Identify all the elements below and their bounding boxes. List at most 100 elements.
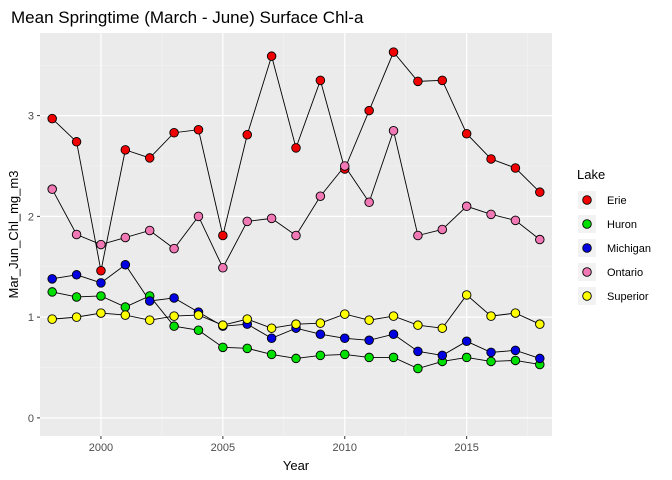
point-huron-2017: [510, 355, 521, 366]
point-michigan-1999: [71, 270, 82, 280]
legend-label-ontario: Ontario: [607, 267, 643, 279]
legend-label-huron: Huron: [607, 219, 637, 231]
point-superior-2008: [291, 319, 301, 329]
point-erie-2013: [413, 76, 423, 87]
axis-ticks: 2000 2005 2010 2015 0 1 2 3: [28, 111, 479, 454]
point-ontario-2015: [461, 201, 472, 212]
point-michigan-1998: [47, 274, 57, 284]
legend-key-huron-marker: [582, 219, 592, 229]
point-michigan-2017: [510, 345, 521, 356]
point-erie-2008: [291, 143, 301, 153]
legend-item-michigan: Michigan: [578, 239, 651, 257]
point-superior-2002: [144, 315, 155, 325]
point-erie-2017: [510, 163, 521, 173]
legend-title: Lake: [577, 167, 605, 182]
x-axis-title: Year: [283, 458, 310, 473]
point-huron-2008: [291, 353, 301, 364]
legend-item-erie: Erie: [578, 191, 627, 209]
point-superior-2011: [364, 315, 374, 325]
legend-key-michigan-marker: [582, 243, 592, 253]
point-superior-2007: [266, 323, 277, 333]
point-ontario-2011: [364, 197, 374, 208]
point-superior-2016: [486, 311, 496, 321]
point-ontario-2008: [291, 230, 301, 241]
y-tick-label: 3: [28, 111, 34, 123]
point-superior-2003: [169, 311, 179, 321]
point-ontario-2002: [144, 225, 155, 236]
x-tick-label: 2015: [454, 442, 478, 454]
legend-item-huron: Huron: [578, 215, 637, 233]
point-superior-2009: [315, 318, 326, 328]
y-tick-label: 1: [28, 312, 34, 324]
legend: Lake Erie Huron Michigan Ontario Superior: [577, 167, 651, 305]
point-huron-1998: [47, 287, 57, 297]
chart-title: Mean Springtime (March - June) Surface C…: [11, 8, 364, 27]
point-erie-2011: [364, 105, 374, 116]
point-ontario-2000: [96, 239, 106, 250]
point-superior-1998: [47, 314, 57, 324]
point-michigan-2010: [340, 333, 350, 344]
point-michigan-2016: [486, 347, 496, 358]
point-erie-2009: [315, 75, 326, 86]
point-huron-2004: [193, 325, 204, 335]
point-superior-2010: [340, 309, 350, 319]
point-huron-2016: [486, 356, 496, 367]
point-ontario-2007: [266, 213, 277, 224]
point-huron-2006: [242, 343, 252, 354]
point-erie-2000: [96, 266, 106, 276]
point-superior-2013: [413, 320, 423, 330]
point-ontario-2014: [437, 224, 448, 235]
point-huron-2000: [96, 291, 106, 301]
point-huron-2012: [388, 352, 399, 363]
point-superior-2004: [193, 310, 204, 320]
point-superior-2017: [510, 308, 521, 318]
point-superior-2012: [388, 311, 399, 321]
point-superior-2001: [120, 310, 131, 320]
point-ontario-2016: [486, 209, 496, 220]
point-michigan-2007: [266, 333, 277, 344]
point-superior-2005: [218, 320, 228, 330]
point-ontario-1999: [71, 229, 82, 240]
point-ontario-2017: [510, 215, 521, 226]
point-huron-2007: [266, 349, 277, 360]
point-erie-2001: [120, 145, 131, 155]
point-ontario-2012: [388, 125, 399, 136]
point-michigan-2002: [144, 296, 155, 306]
legend-label-erie: Erie: [607, 195, 627, 207]
point-huron-2001: [120, 302, 131, 312]
legend-key-superior-marker: [582, 291, 592, 301]
point-erie-2015: [461, 128, 472, 139]
point-michigan-2013: [413, 346, 423, 357]
legend-label-michigan: Michigan: [607, 243, 651, 255]
point-erie-2002: [144, 153, 155, 163]
legend-item-superior: Superior: [578, 287, 649, 305]
point-erie-2012: [388, 47, 399, 57]
point-superior-2014: [437, 323, 448, 333]
x-tick-label: 2005: [211, 442, 235, 454]
point-michigan-2011: [364, 335, 374, 346]
point-superior-2018: [535, 319, 545, 329]
point-erie-2014: [437, 75, 448, 86]
point-erie-2006: [242, 130, 252, 140]
point-huron-2011: [364, 352, 374, 363]
point-erie-2018: [535, 187, 545, 197]
point-ontario-2013: [413, 230, 423, 241]
point-michigan-2000: [96, 278, 106, 288]
legend-key-ontario-marker: [582, 267, 592, 277]
point-ontario-2006: [242, 216, 252, 227]
point-ontario-1998: [47, 184, 57, 194]
point-erie-2007: [266, 51, 277, 61]
series-points: [47, 47, 545, 374]
legend-item-ontario: Ontario: [578, 263, 643, 281]
point-huron-2005: [218, 342, 228, 353]
point-huron-1999: [71, 292, 82, 302]
point-huron-2013: [413, 363, 423, 374]
point-michigan-2003: [169, 293, 179, 303]
point-michigan-2001: [120, 259, 131, 270]
point-superior-2000: [96, 308, 106, 318]
point-erie-1998: [47, 113, 57, 124]
y-tick-label: 0: [28, 413, 34, 425]
y-tick-label: 2: [28, 211, 34, 223]
x-tick-label: 2010: [333, 442, 357, 454]
